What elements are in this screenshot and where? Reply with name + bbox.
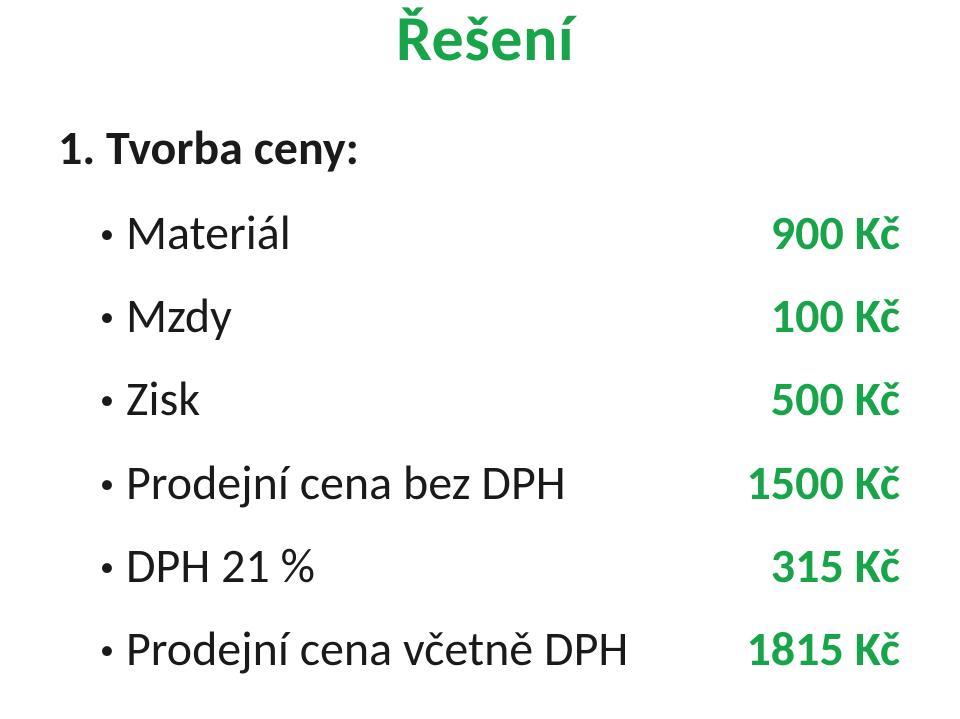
item-label: Mzdy bbox=[126, 288, 771, 343]
item-value: 315 Kč bbox=[771, 538, 920, 593]
list-item: • Zisk 500 Kč bbox=[100, 371, 920, 426]
item-list: • Materiál 900 Kč • Mzdy 100 Kč • Zisk 5… bbox=[100, 205, 920, 676]
list-item: • Prodejní cena včetně DPH 1815 Kč bbox=[100, 621, 920, 676]
item-value: 900 Kč bbox=[771, 205, 920, 260]
list-item: • Mzdy 100 Kč bbox=[100, 288, 920, 343]
item-value: 100 Kč bbox=[771, 288, 920, 343]
bullet-icon: • bbox=[100, 634, 126, 666]
bullet-icon: • bbox=[100, 218, 126, 250]
item-value: 500 Kč bbox=[771, 371, 920, 426]
item-label: DPH 21 % bbox=[126, 538, 771, 593]
item-label: Zisk bbox=[126, 371, 771, 426]
list-item: • DPH 21 % 315 Kč bbox=[100, 538, 920, 593]
item-value: 1500 Kč bbox=[746, 455, 920, 510]
slide-title: Řešení bbox=[50, 0, 920, 78]
item-label: Materiál bbox=[126, 205, 771, 260]
slide: Řešení 1. Tvorba ceny: • Materiál 900 Kč… bbox=[0, 0, 960, 719]
bullet-icon: • bbox=[100, 468, 126, 500]
item-label: Prodejní cena včetně DPH bbox=[126, 621, 746, 676]
section-heading: 1. Tvorba ceny: bbox=[58, 118, 920, 177]
list-item: • Prodejní cena bez DPH 1500 Kč bbox=[100, 455, 920, 510]
bullet-icon: • bbox=[100, 301, 126, 333]
bullet-icon: • bbox=[100, 551, 126, 583]
item-label: Prodejní cena bez DPH bbox=[126, 455, 746, 510]
item-value: 1815 Kč bbox=[746, 621, 920, 676]
bullet-icon: • bbox=[100, 384, 126, 416]
list-item: • Materiál 900 Kč bbox=[100, 205, 920, 260]
